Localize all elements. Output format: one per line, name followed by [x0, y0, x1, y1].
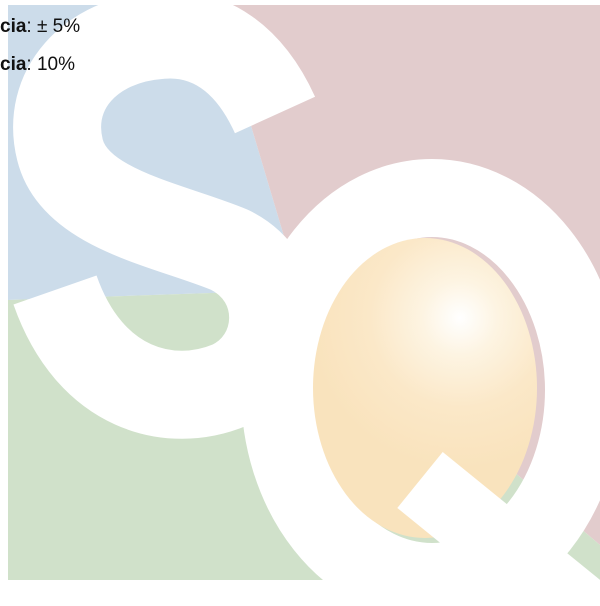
- line-text: : 10%: [26, 54, 76, 75]
- text-line: cia: ± 5%: [0, 8, 80, 46]
- line-label: cia: [0, 54, 27, 75]
- text-lines: cia: ± 5% cia: 10%: [0, 8, 80, 84]
- letter-s: [13, 0, 318, 439]
- line-text: : ± 5%: [26, 16, 81, 37]
- line-label: cia: [0, 16, 27, 37]
- letter-q-ring: [241, 159, 600, 606]
- letter-q-inner: [313, 238, 537, 538]
- letter-q-tail: [397, 452, 600, 606]
- text-line: cia: 10%: [0, 46, 80, 84]
